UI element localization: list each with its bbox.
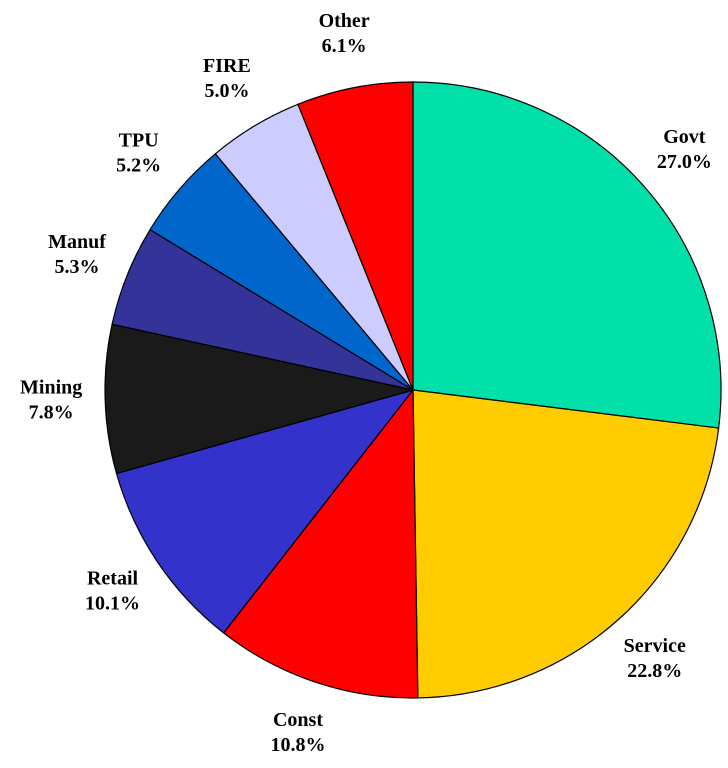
pie-slice bbox=[297, 81, 414, 391]
slice-value-label: 10.1% bbox=[85, 592, 140, 614]
slice-label: Service bbox=[624, 635, 686, 657]
pie-slice bbox=[222, 388, 419, 699]
slice-value-label: 5.3% bbox=[55, 256, 100, 278]
slice-value-label: 6.1% bbox=[322, 35, 367, 57]
slice-label: TPU bbox=[119, 129, 159, 151]
slice-label: Other bbox=[319, 10, 370, 32]
slice-label: Mining bbox=[20, 376, 82, 398]
pie-slice bbox=[412, 389, 720, 699]
pie-slice bbox=[412, 81, 722, 429]
pie-slice bbox=[115, 388, 415, 634]
slice-value-label: 7.8% bbox=[29, 401, 74, 423]
slice-label: Retail bbox=[87, 567, 139, 589]
slice-label: Const bbox=[273, 709, 323, 731]
slice-value-label: 5.0% bbox=[204, 80, 249, 102]
slice-label: FIRE bbox=[203, 55, 251, 77]
slice-value-label: 22.8% bbox=[627, 660, 682, 682]
slice-value-label: 10.8% bbox=[271, 734, 326, 756]
pie-slice bbox=[104, 323, 414, 475]
slice-value-label: 27.0% bbox=[657, 151, 712, 173]
slice-label: Govt bbox=[663, 126, 706, 148]
slice-value-label: 5.2% bbox=[116, 154, 161, 176]
slice-label: Manuf bbox=[48, 231, 106, 253]
